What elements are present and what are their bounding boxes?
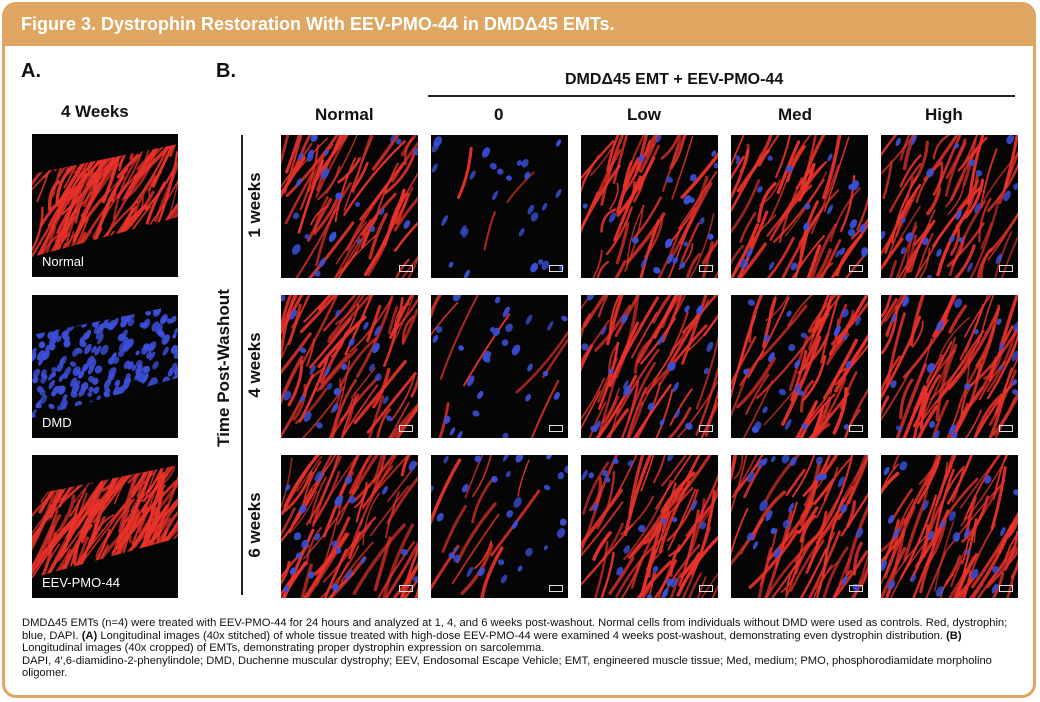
group-header: DMDΔ45 EMT + EEV-PMO-44 — [565, 71, 784, 88]
panel-a-image-label: Normal — [42, 254, 84, 269]
scale-bar — [849, 585, 863, 592]
micrograph-1-weeks-normal — [281, 135, 418, 278]
panel-a-image-normal: Normal — [32, 134, 178, 277]
row-label-4-weeks: 4 weeks — [245, 332, 264, 398]
caption-b-label: (B) — [946, 629, 962, 642]
caption-text: Longitudinal images (40x stitched) of wh… — [97, 629, 947, 642]
panel-b-label: B. — [216, 60, 236, 82]
figure-header: Figure 3. Dystrophin Restoration With EE… — [5, 5, 1033, 46]
micrograph-4-weeks-0 — [431, 295, 568, 438]
scale-bar — [399, 425, 413, 432]
row-axis-line — [241, 135, 243, 595]
column-header-normal: Normal — [315, 105, 374, 124]
scale-bar — [549, 585, 563, 592]
scale-bar — [849, 425, 863, 432]
column-header-low: Low — [627, 105, 661, 124]
caption-abbreviations: DAPI, 4′,6-diamidino-2-phenylindole; DMD… — [22, 654, 992, 680]
micrograph-4-weeks-normal — [281, 295, 418, 438]
micrograph-6-weeks-low — [581, 455, 718, 598]
row-label-6-weeks: 6 weeks — [245, 492, 264, 558]
micrograph-4-weeks-low — [581, 295, 718, 438]
scale-bar — [699, 265, 713, 272]
scale-bar — [999, 425, 1013, 432]
caption-text: DMDΔ45 EMTs (n=4) were treated with EEV-… — [22, 617, 1008, 642]
axis-label-time-post-washout: Time Post-Washout — [214, 289, 233, 447]
micrograph-6-weeks-high — [881, 455, 1018, 598]
row-label-1-weeks: 1 weeks — [245, 172, 264, 238]
panel-a-image-eev: EEV-PMO-44 — [32, 455, 178, 598]
scale-bar — [999, 585, 1013, 592]
figure-caption: DMDΔ45 EMTs (n=4) were treated with EEV-… — [22, 617, 1022, 680]
column-header-high: High — [925, 105, 963, 124]
micrograph-6-weeks-med — [731, 455, 868, 598]
column-header-med: Med — [778, 105, 812, 124]
micrograph-1-weeks-med — [731, 135, 868, 278]
group-header-rule — [428, 95, 1015, 97]
scale-bar — [999, 265, 1013, 272]
panel-a-image-label: EEV-PMO-44 — [42, 575, 121, 590]
micrograph-4-weeks-high — [881, 295, 1018, 438]
scale-bar — [549, 425, 563, 432]
caption-a-label: (A) — [81, 629, 98, 642]
micrograph-6-weeks-normal — [281, 455, 418, 598]
caption-text: Longitudinal images (40x cropped) of EMT… — [22, 642, 545, 655]
micrograph-1-weeks-0 — [431, 135, 568, 278]
scale-bar — [699, 585, 713, 592]
scale-bar — [399, 265, 413, 272]
micrograph-4-weeks-med — [731, 295, 868, 438]
micrograph-1-weeks-high — [881, 135, 1018, 278]
scale-bar — [849, 265, 863, 272]
panel-a-image-label: DMD — [42, 415, 72, 430]
column-header-0: 0 — [494, 105, 504, 124]
scale-bar — [699, 425, 713, 432]
panel-a-title: 4 Weeks — [61, 102, 129, 121]
panel-a-image-dmd: DMD — [32, 295, 178, 438]
micrograph-6-weeks-0 — [431, 455, 568, 598]
scale-bar — [549, 265, 563, 272]
panel-a-label: A. — [21, 60, 41, 82]
micrograph-1-weeks-low — [581, 135, 718, 278]
scale-bar — [399, 585, 413, 592]
figure-title: Figure 3. Dystrophin Restoration With EE… — [21, 14, 615, 34]
